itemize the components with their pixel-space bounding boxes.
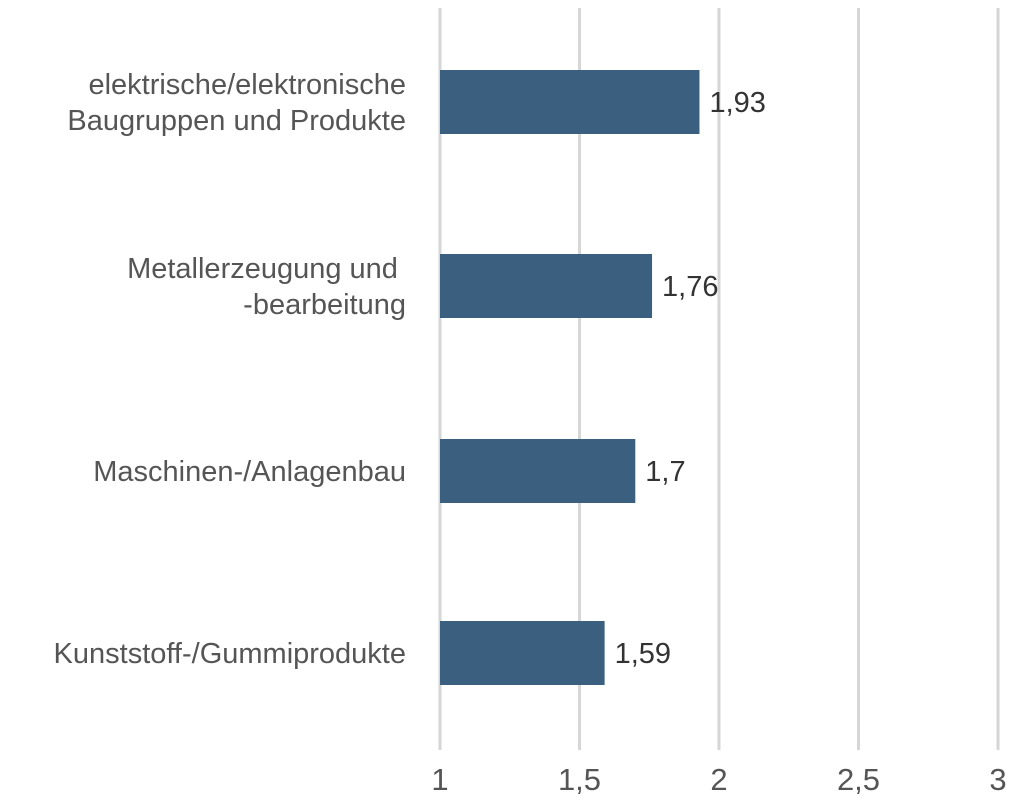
bar-3: [440, 621, 605, 685]
bar-1: [440, 254, 653, 318]
category-label-2: Maschinen-/Anlagenbau: [93, 456, 406, 488]
x-tick-label-4: 3: [989, 762, 1006, 797]
bar-2: [440, 439, 636, 503]
data-label-3: 1,59: [615, 638, 671, 670]
category-label-line: Kunststoff-/Gummiprodukte: [54, 638, 406, 670]
data-labels: 1,93 1,76 1,7 1,59: [615, 87, 766, 670]
bars: [440, 70, 700, 685]
x-tick-label-1: 1,5: [558, 762, 601, 797]
category-label-1: Metallerzeugung und -bearbeitung: [127, 253, 406, 321]
category-label-line: -bearbeitung: [243, 289, 406, 321]
x-tick-label-2: 2: [710, 762, 727, 797]
category-label-3: Kunststoff-/Gummiprodukte: [54, 638, 406, 670]
category-labels: elektrische/elektronische Baugruppen und …: [54, 69, 406, 670]
data-label-2: 1,7: [645, 456, 685, 488]
x-tick-label-3: 2,5: [837, 762, 880, 797]
category-label-line: elektrische/elektronische: [88, 69, 406, 101]
category-label-line: Maschinen-/Anlagenbau: [93, 456, 406, 488]
data-label-1: 1,76: [662, 271, 718, 303]
category-label-0: elektrische/elektronische Baugruppen und …: [67, 69, 406, 137]
category-label-line: Metallerzeugung und: [127, 253, 406, 285]
bar-0: [440, 70, 700, 134]
data-label-0: 1,93: [709, 87, 765, 119]
x-tick-label-0: 1: [431, 762, 448, 797]
category-label-line: Baugruppen und Produkte: [67, 105, 406, 137]
x-axis-tick-labels: 1 1,5 2 2,5 3: [431, 762, 1006, 797]
